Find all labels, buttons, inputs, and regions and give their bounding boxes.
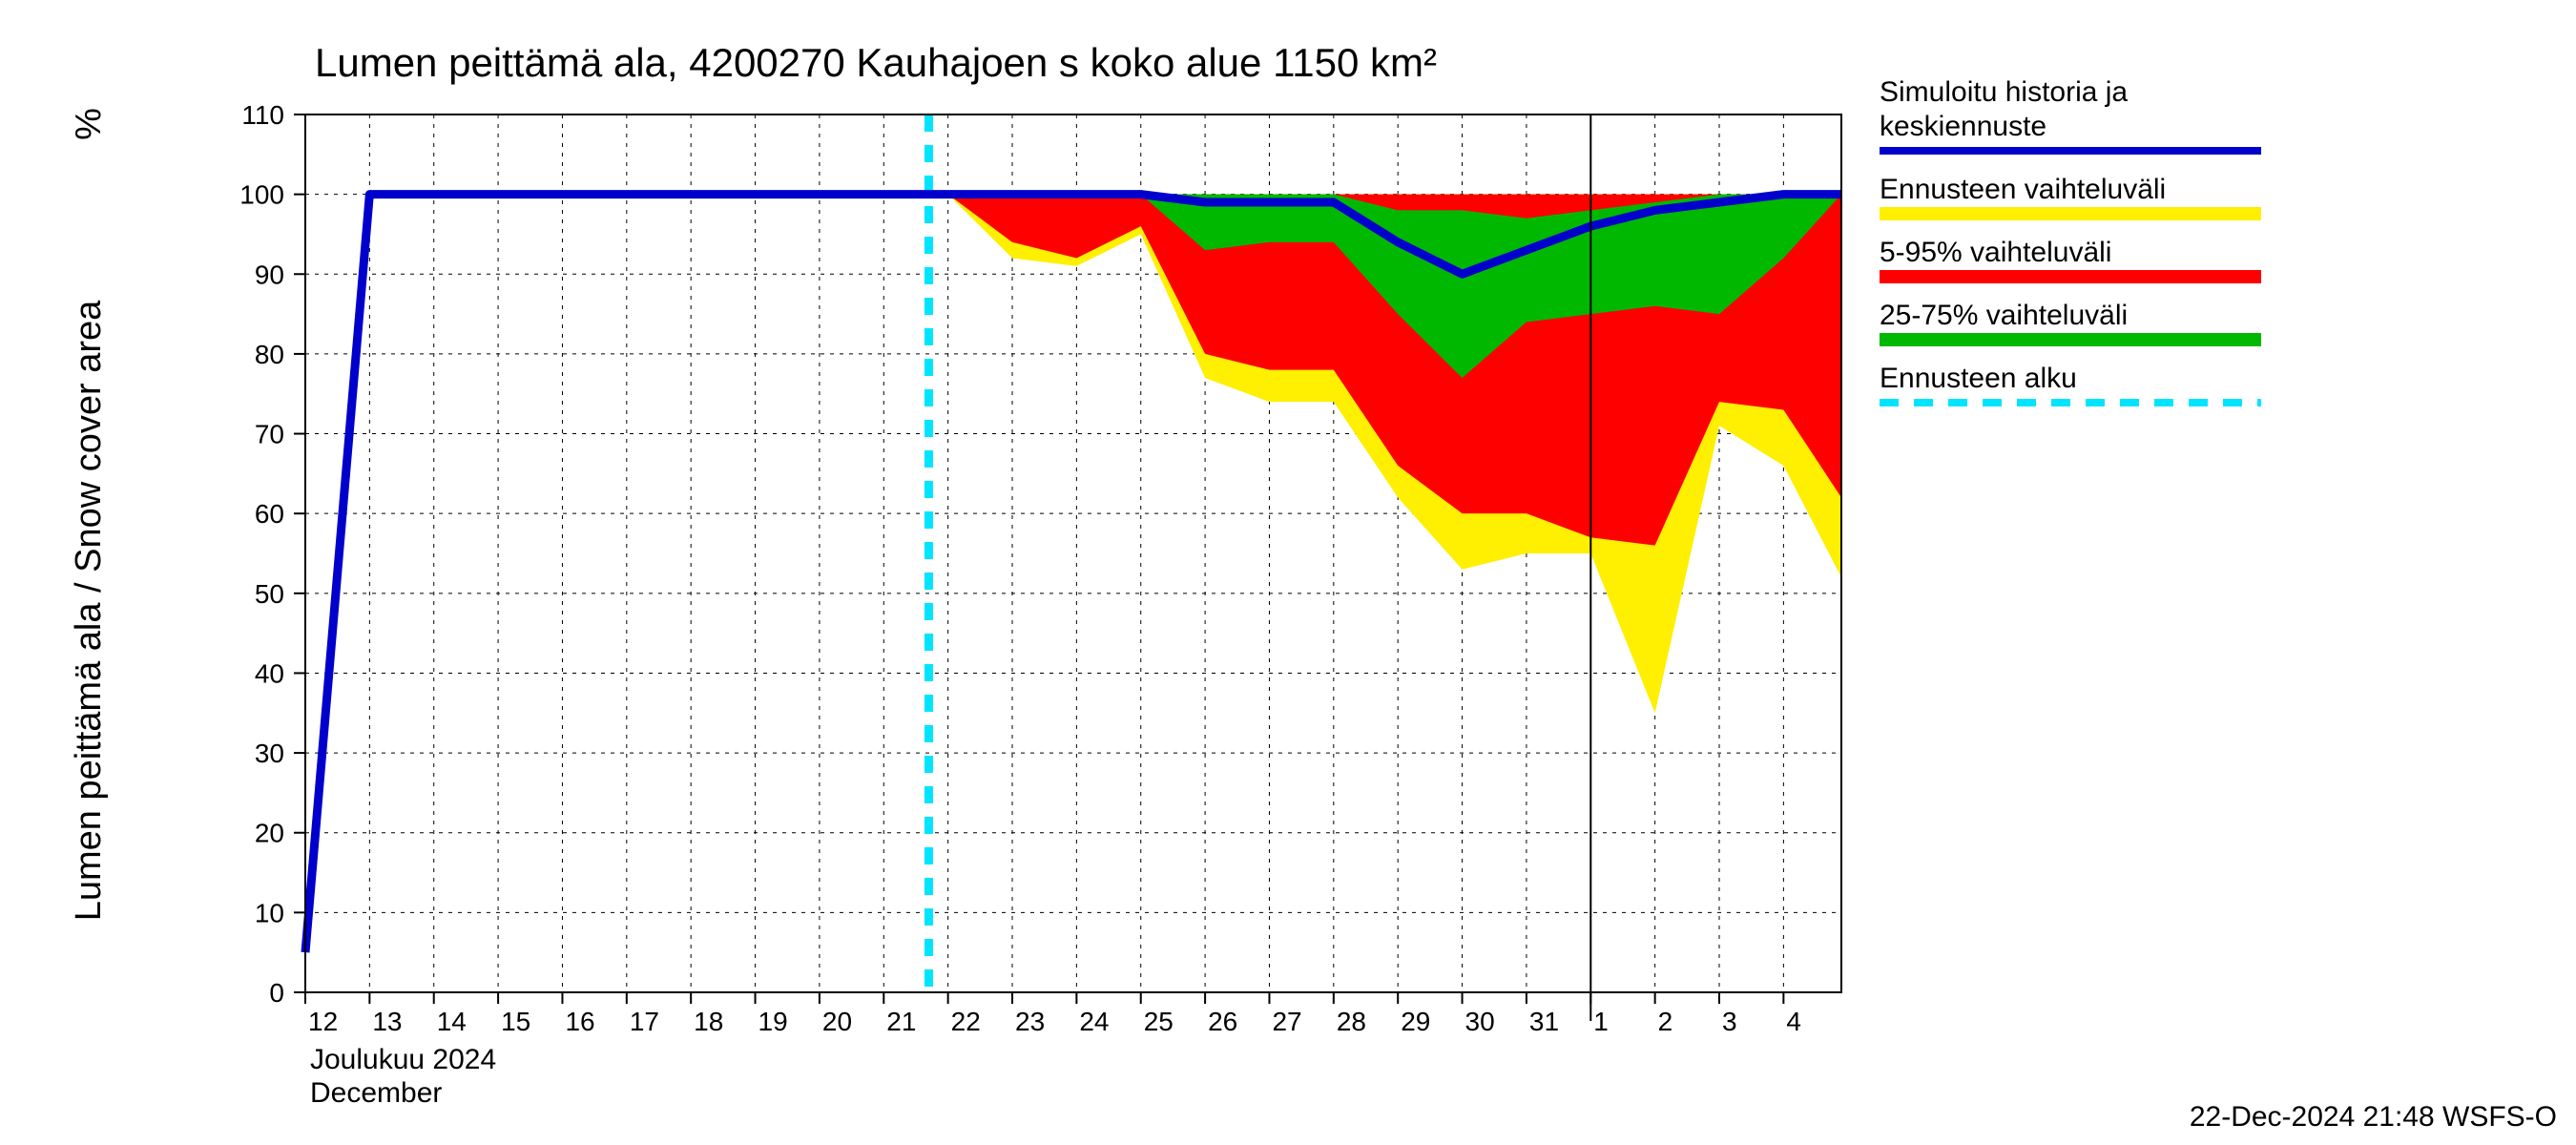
- xtick-label: 13: [372, 1007, 402, 1036]
- ytick-label: 80: [255, 340, 284, 369]
- ytick-label: 60: [255, 499, 284, 529]
- xtick-label: 26: [1208, 1007, 1237, 1036]
- ytick-label: 50: [255, 579, 284, 609]
- footer-timestamp: 22-Dec-2024 21:48 WSFS-O: [2190, 1101, 2557, 1133]
- xtick-label: 2: [1658, 1007, 1673, 1036]
- y-axis-label: Lumen peittämä ala / Snow cover area: [69, 300, 109, 921]
- ytick-label: 20: [255, 819, 284, 848]
- ytick-label: 0: [269, 978, 284, 1008]
- xtick-label: 19: [758, 1007, 788, 1036]
- bg: [0, 0, 2576, 1145]
- y-axis-unit: %: [69, 108, 109, 140]
- chart-svg: 0102030405060708090100110121314151617181…: [0, 0, 2576, 1145]
- xtick-label: 24: [1079, 1007, 1109, 1036]
- ytick-label: 10: [255, 898, 284, 927]
- month-label-2: December: [310, 1077, 442, 1109]
- xtick-label: 22: [951, 1007, 981, 1036]
- xtick-label: 3: [1722, 1007, 1737, 1036]
- xtick-label: 30: [1465, 1007, 1495, 1036]
- legend-label: keskiennuste: [1880, 111, 2046, 142]
- legend-label: 25-75% vaihteluväli: [1880, 300, 2128, 331]
- xtick-label: 27: [1272, 1007, 1301, 1036]
- ytick-label: 100: [239, 180, 284, 210]
- legend-label: Simuloitu historia ja: [1880, 76, 2128, 108]
- xtick-label: 29: [1401, 1007, 1430, 1036]
- legend-swatch: [1880, 333, 2261, 346]
- xtick-label: 12: [308, 1007, 338, 1036]
- ytick-label: 90: [255, 260, 284, 289]
- xtick-label: 14: [437, 1007, 467, 1036]
- chart-container: 0102030405060708090100110121314151617181…: [0, 0, 2576, 1145]
- xtick-label: 23: [1015, 1007, 1045, 1036]
- legend-label: Ennusteen vaihteluväli: [1880, 174, 2166, 205]
- xtick-label: 31: [1529, 1007, 1559, 1036]
- ytick-label: 110: [241, 100, 284, 130]
- xtick-label: 28: [1337, 1007, 1366, 1036]
- xtick-label: 21: [886, 1007, 916, 1036]
- xtick-label: 15: [501, 1007, 530, 1036]
- xtick-label: 20: [822, 1007, 852, 1036]
- xtick-label: 16: [565, 1007, 594, 1036]
- xtick-label: 1: [1593, 1007, 1609, 1036]
- month-label-1: Joulukuu 2024: [310, 1044, 496, 1075]
- ytick-label: 70: [255, 420, 284, 449]
- xtick-label: 4: [1786, 1007, 1801, 1036]
- chart-title: Lumen peittämä ala, 4200270 Kauhajoen s …: [315, 40, 1437, 85]
- legend-swatch: [1880, 270, 2261, 283]
- xtick-label: 17: [630, 1007, 659, 1036]
- ytick-label: 40: [255, 658, 284, 688]
- legend-swatch: [1880, 207, 2261, 220]
- legend-label: Ennusteen alku: [1880, 363, 2077, 394]
- xtick-label: 25: [1144, 1007, 1174, 1036]
- xtick-label: 18: [694, 1007, 723, 1036]
- ytick-label: 30: [255, 739, 284, 768]
- legend-label: 5-95% vaihteluväli: [1880, 237, 2111, 268]
